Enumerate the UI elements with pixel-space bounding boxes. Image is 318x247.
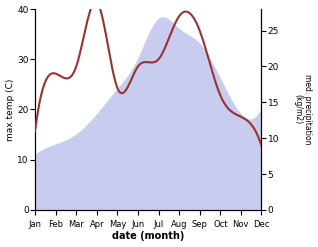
Y-axis label: max temp (C): max temp (C) [5, 78, 15, 141]
X-axis label: date (month): date (month) [112, 231, 184, 242]
Y-axis label: med. precipitation
(kg/m2): med. precipitation (kg/m2) [293, 74, 313, 145]
